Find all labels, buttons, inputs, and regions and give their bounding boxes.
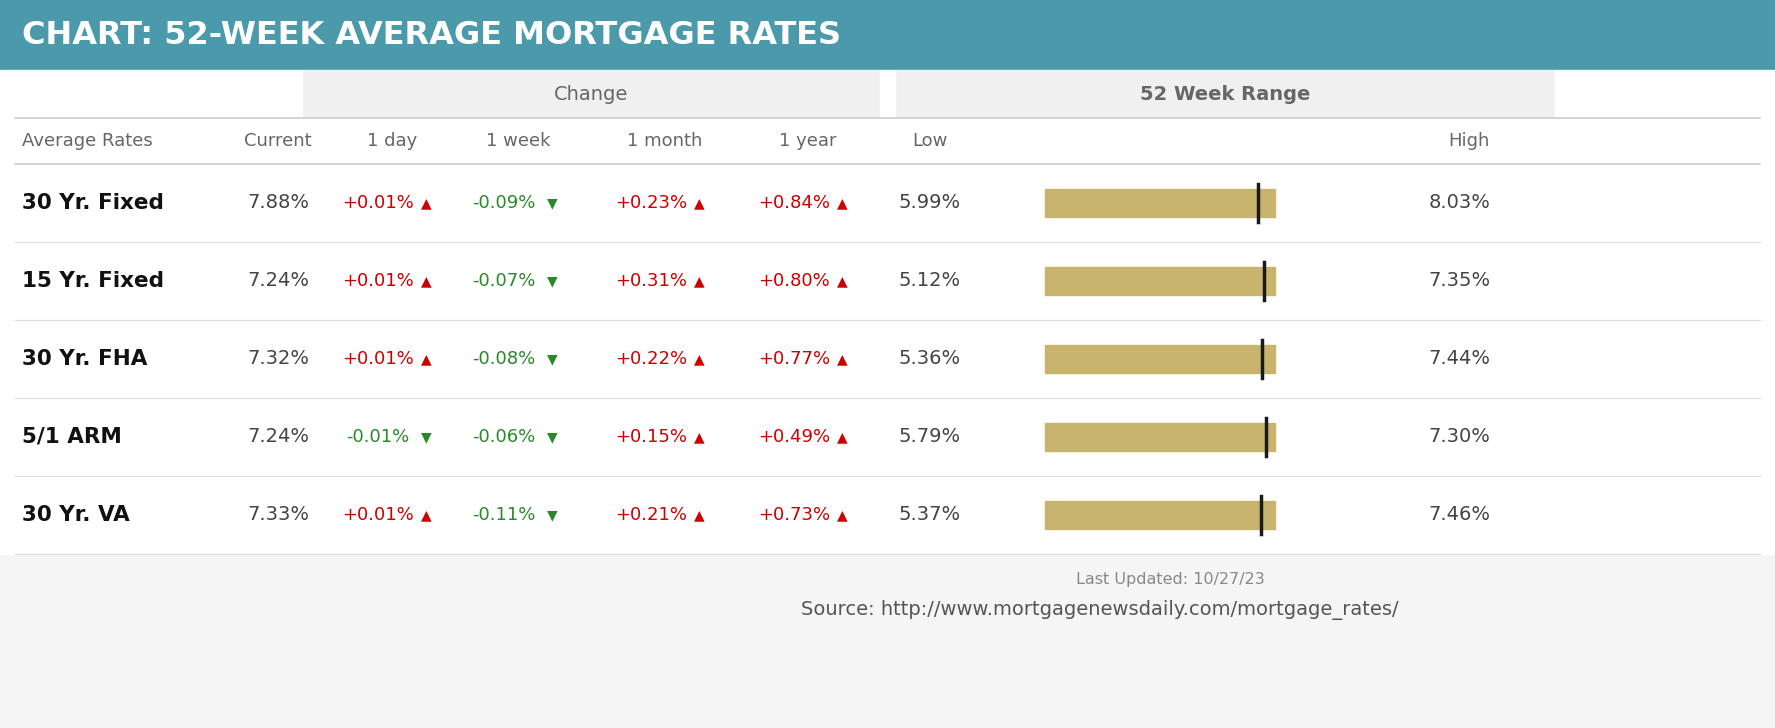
- Text: 7.35%: 7.35%: [1427, 272, 1489, 290]
- Text: +0.21%: +0.21%: [614, 506, 687, 524]
- Text: 30 Yr. VA: 30 Yr. VA: [21, 505, 130, 525]
- Bar: [880, 70, 895, 118]
- Text: 7.46%: 7.46%: [1429, 505, 1489, 524]
- Text: +0.80%: +0.80%: [758, 272, 831, 290]
- Text: +0.77%: +0.77%: [758, 350, 831, 368]
- Text: ▲: ▲: [836, 430, 847, 444]
- Bar: [0, 476, 1775, 554]
- Text: 5.79%: 5.79%: [898, 427, 960, 446]
- Bar: [0, 118, 1775, 164]
- Text: ▲: ▲: [694, 274, 705, 288]
- Text: 7.30%: 7.30%: [1429, 427, 1489, 446]
- Text: ▼: ▼: [547, 508, 557, 522]
- Text: ▲: ▲: [694, 508, 705, 522]
- Text: +0.01%: +0.01%: [343, 272, 414, 290]
- Bar: [1045, 267, 1274, 295]
- Text: 7.33%: 7.33%: [247, 505, 309, 524]
- Bar: [302, 70, 880, 118]
- Text: 1 year: 1 year: [779, 132, 836, 150]
- Bar: [0, 242, 1775, 320]
- Text: ▼: ▼: [547, 430, 557, 444]
- Text: ▼: ▼: [547, 274, 557, 288]
- Text: ▲: ▲: [421, 508, 431, 522]
- Text: 15 Yr. Fixed: 15 Yr. Fixed: [21, 271, 163, 291]
- Text: +0.01%: +0.01%: [343, 194, 414, 212]
- Text: ▲: ▲: [421, 352, 431, 366]
- Text: +0.01%: +0.01%: [343, 506, 414, 524]
- Bar: [0, 70, 302, 118]
- Text: ▼: ▼: [421, 430, 431, 444]
- Text: ▲: ▲: [836, 196, 847, 210]
- Text: Low: Low: [912, 132, 948, 150]
- Text: ▲: ▲: [836, 352, 847, 366]
- Text: 1 month: 1 month: [627, 132, 703, 150]
- Text: 7.32%: 7.32%: [247, 349, 309, 368]
- Bar: [1045, 345, 1274, 373]
- Bar: [0, 164, 1775, 242]
- Text: +0.22%: +0.22%: [614, 350, 687, 368]
- Bar: [1045, 423, 1274, 451]
- Text: +0.49%: +0.49%: [758, 428, 831, 446]
- Text: ▲: ▲: [836, 274, 847, 288]
- Text: -0.01%: -0.01%: [346, 428, 410, 446]
- Text: -0.06%: -0.06%: [472, 428, 536, 446]
- Text: ▲: ▲: [694, 430, 705, 444]
- Text: Source: http://www.mortgagenewsdaily.com/mortgage_rates/: Source: http://www.mortgagenewsdaily.com…: [801, 600, 1399, 620]
- Text: 7.24%: 7.24%: [247, 427, 309, 446]
- Text: +0.23%: +0.23%: [614, 194, 687, 212]
- Text: ▼: ▼: [547, 196, 557, 210]
- Text: ▲: ▲: [694, 196, 705, 210]
- Bar: [1045, 501, 1274, 529]
- Text: 8.03%: 8.03%: [1429, 194, 1489, 213]
- Text: 7.44%: 7.44%: [1429, 349, 1489, 368]
- Text: CHART: 52-WEEK AVERAGE MORTGAGE RATES: CHART: 52-WEEK AVERAGE MORTGAGE RATES: [21, 20, 841, 50]
- Text: Current: Current: [245, 132, 312, 150]
- Text: 5.37%: 5.37%: [898, 505, 960, 524]
- Text: 1 day: 1 day: [367, 132, 417, 150]
- Text: ▲: ▲: [836, 508, 847, 522]
- Text: ▼: ▼: [547, 352, 557, 366]
- Bar: [1045, 189, 1274, 217]
- Text: 5.36%: 5.36%: [898, 349, 960, 368]
- Text: 30 Yr. FHA: 30 Yr. FHA: [21, 349, 147, 369]
- Text: +0.84%: +0.84%: [758, 194, 831, 212]
- Text: +0.31%: +0.31%: [614, 272, 687, 290]
- Text: 52 Week Range: 52 Week Range: [1140, 84, 1310, 103]
- Text: ▲: ▲: [421, 196, 431, 210]
- Text: 5/1 ARM: 5/1 ARM: [21, 427, 122, 447]
- Text: Average Rates: Average Rates: [21, 132, 153, 150]
- Text: -0.08%: -0.08%: [472, 350, 536, 368]
- Text: +0.01%: +0.01%: [343, 350, 414, 368]
- Text: -0.11%: -0.11%: [472, 506, 536, 524]
- Text: 5.99%: 5.99%: [898, 194, 960, 213]
- Text: High: High: [1448, 132, 1489, 150]
- Text: 5.12%: 5.12%: [898, 272, 960, 290]
- Text: 30 Yr. Fixed: 30 Yr. Fixed: [21, 193, 163, 213]
- Bar: [0, 0, 1775, 70]
- Text: +0.73%: +0.73%: [758, 506, 831, 524]
- Text: 1 week: 1 week: [486, 132, 550, 150]
- Text: -0.09%: -0.09%: [472, 194, 536, 212]
- Text: 7.88%: 7.88%: [247, 194, 309, 213]
- Text: 7.24%: 7.24%: [247, 272, 309, 290]
- Text: ▲: ▲: [421, 274, 431, 288]
- Text: Change: Change: [554, 84, 628, 103]
- Text: -0.07%: -0.07%: [472, 272, 536, 290]
- Text: Last Updated: 10/27/23: Last Updated: 10/27/23: [1076, 572, 1264, 587]
- Text: ▲: ▲: [694, 352, 705, 366]
- Bar: [0, 398, 1775, 476]
- Bar: [1555, 70, 1775, 118]
- Bar: [895, 70, 1555, 118]
- Text: +0.15%: +0.15%: [614, 428, 687, 446]
- Bar: [0, 320, 1775, 398]
